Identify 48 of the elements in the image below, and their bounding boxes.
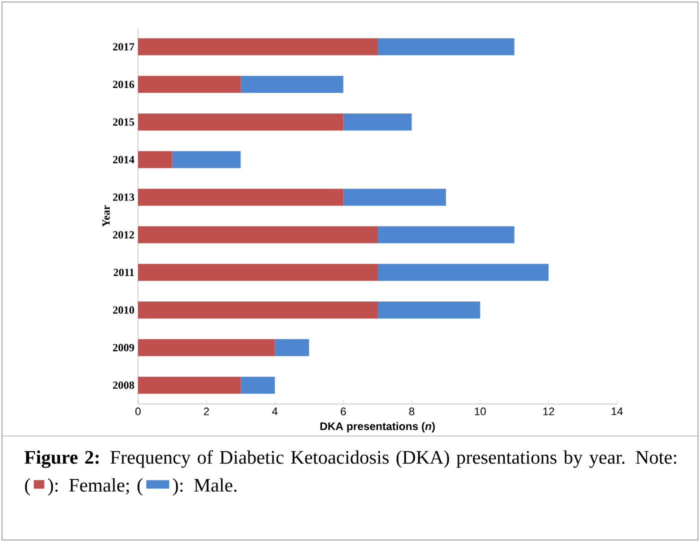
bar xyxy=(378,38,514,56)
x-axis-title: DKA presentations (n) xyxy=(320,422,435,432)
x-tick-label: 12 xyxy=(543,408,554,416)
bar xyxy=(343,114,412,130)
bar xyxy=(274,339,310,356)
y-tick-label: 2011 xyxy=(114,268,134,276)
bar xyxy=(378,264,549,281)
text: . xyxy=(234,490,236,492)
bar xyxy=(138,38,378,56)
y-tick-label: 2008 xyxy=(113,382,134,389)
bar xyxy=(138,376,241,394)
x-tick-label: 10 xyxy=(474,408,486,416)
text: ; ( xyxy=(126,478,142,496)
y-tick-label: 2013 xyxy=(113,194,134,201)
x-tick-label: 14 xyxy=(612,408,623,416)
bar xyxy=(138,188,344,206)
bar xyxy=(343,188,446,206)
y-tick-label: 2017 xyxy=(113,43,134,50)
x-tick-label: 0 xyxy=(135,408,141,416)
text: ): xyxy=(48,478,58,496)
x-tick-label: 2 xyxy=(204,408,209,416)
legend-label: Female xyxy=(69,478,124,492)
bar xyxy=(240,376,275,394)
x-tick-label: 4 xyxy=(272,408,278,416)
y-axis-title: Year xyxy=(102,205,110,227)
bar xyxy=(378,226,514,244)
bar xyxy=(172,151,241,168)
legend-label: Male xyxy=(194,478,232,492)
bar xyxy=(138,226,378,244)
y-tick-label: 2015 xyxy=(113,118,134,126)
x-tick-label: 8 xyxy=(409,408,414,416)
text: ): xyxy=(173,478,183,496)
y-tick-label: 2014 xyxy=(113,156,134,164)
bar xyxy=(138,302,378,318)
bar xyxy=(138,76,241,93)
bar xyxy=(240,76,344,93)
bar xyxy=(138,339,275,356)
x-tick-label: 6 xyxy=(340,408,346,416)
text: ( xyxy=(25,478,30,496)
y-tick-label: 2009 xyxy=(113,344,134,352)
bar xyxy=(138,264,378,281)
y-tick-label: 2010 xyxy=(113,306,134,314)
text: Figure 2: Frequency of Diabetic Ketoacidosis (DKA) presentations by year. Note: xyxy=(24,450,676,468)
bar xyxy=(138,114,344,130)
bar xyxy=(378,302,480,318)
y-tick-label: 2016 xyxy=(113,80,134,88)
y-tick-label: 2012 xyxy=(113,231,134,238)
bar xyxy=(138,151,172,168)
